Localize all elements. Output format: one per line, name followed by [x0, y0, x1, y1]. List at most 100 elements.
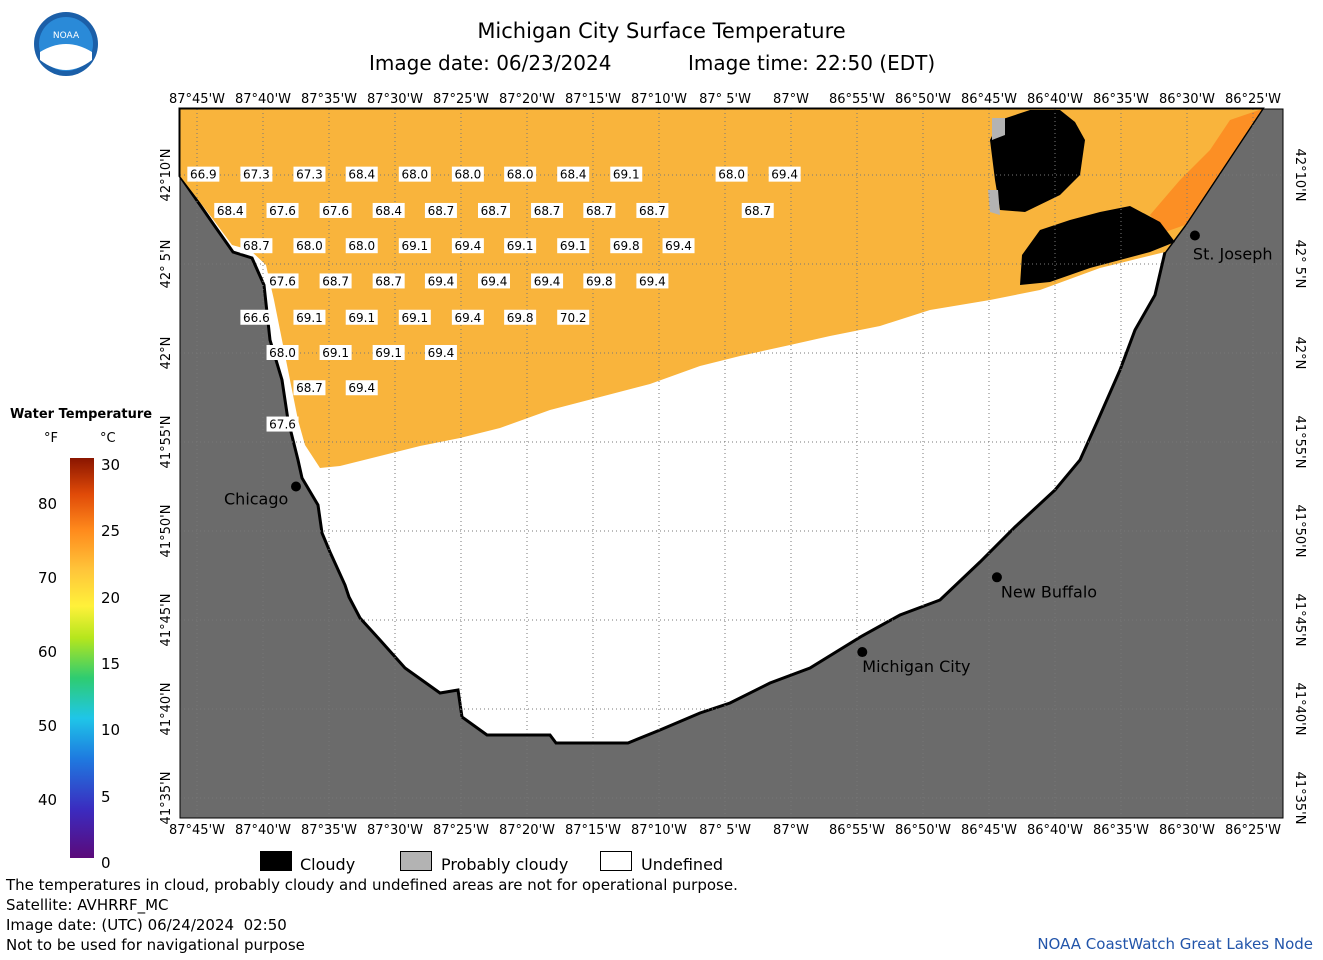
legend-title: Water Temperature: [10, 407, 153, 422]
temperature-label: 68.7: [583, 202, 616, 218]
latitude-label: 41°45'N: [1292, 594, 1307, 647]
longitude-label: 86°30'W: [1159, 823, 1215, 838]
temperature-label: 69.4: [531, 273, 564, 289]
footer-satellite: Satellite: AVHRRF_MC: [6, 896, 169, 914]
temperature-labels: 66.9 67.3 67.3 68.4 68.0 68.0 68.0 68.4 69.1 68.0…: [187, 166, 801, 432]
longitude-label: 87°15'W: [565, 92, 621, 107]
city-label: Chicago: [224, 490, 288, 509]
temperature-label: 68.0: [451, 166, 484, 182]
latitude-label: 41°55'N: [1292, 416, 1307, 469]
undefined-swatch: [600, 851, 632, 871]
footer-disclaimer: The temperatures in cloud, probably clou…: [6, 876, 738, 894]
longitude-label: 87°20'W: [499, 823, 555, 838]
temperature-label: 69.4: [636, 273, 669, 289]
svg-text:68.7: 68.7: [375, 274, 402, 288]
fahrenheit-tick: 80: [38, 495, 58, 513]
svg-text:68.4: 68.4: [375, 204, 402, 218]
longitude-label: 87°W: [773, 92, 809, 107]
temperature-label: 68.7: [424, 202, 457, 218]
cloud-area-east: [1020, 206, 1175, 285]
temperature-label: 69.4: [451, 238, 484, 254]
temperature-label: 68.7: [319, 273, 352, 289]
celsius-tick: 25: [101, 522, 121, 541]
temperature-label: 68.4: [345, 166, 378, 182]
longitude-label: 87° 5'W: [699, 92, 751, 107]
temperature-label: 66.9: [187, 166, 220, 182]
temperature-label: 68.4: [557, 166, 590, 182]
svg-text:68.7: 68.7: [243, 239, 270, 253]
temperature-label: 67.6: [319, 202, 352, 218]
svg-text:67.6: 67.6: [269, 204, 296, 218]
svg-text:68.0: 68.0: [269, 346, 296, 360]
latitude-label: 41°40'N: [159, 683, 174, 736]
temperature-label: 69.1: [293, 309, 326, 325]
svg-text:69.1: 69.1: [401, 239, 428, 253]
temperature-label: 68.4: [214, 202, 247, 218]
probably-cloudy-swatch: [400, 851, 432, 871]
temperature-label: 68.7: [478, 202, 510, 218]
svg-text:69.8: 69.8: [507, 311, 534, 325]
city-label: St. Joseph: [1193, 245, 1273, 264]
longitude-label: 86°55'W: [829, 823, 885, 838]
svg-text:69.4: 69.4: [534, 274, 561, 288]
svg-text:68.7: 68.7: [534, 204, 561, 218]
footer-utc-date: Image date: (UTC) 06/24/2024 02:50: [6, 916, 287, 934]
temperature-label: 67.6: [266, 202, 299, 218]
svg-text:69.4: 69.4: [428, 274, 455, 288]
svg-text:68.7: 68.7: [639, 204, 666, 218]
svg-text:68.4: 68.4: [348, 168, 375, 182]
longitude-label: 86°25'W: [1225, 823, 1281, 838]
temperature-label: 67.3: [293, 166, 326, 182]
latitude-labels-right: 42°10'N 42° 5'N 42°N 41°55'N 41°50'N 41°45'N 4…: [1292, 149, 1307, 825]
svg-text:67.6: 67.6: [322, 204, 349, 218]
temperature-label: 67.6: [266, 416, 299, 432]
temperature-label: 68.0: [293, 238, 326, 254]
latitude-label: 42° 5'N: [1292, 240, 1307, 289]
svg-text:66.9: 66.9: [190, 168, 217, 182]
svg-text:69.4: 69.4: [455, 311, 482, 325]
svg-text:69.1: 69.1: [401, 311, 428, 325]
longitude-label: 87°45'W: [169, 823, 225, 838]
city-new-buffalo: New Buffalo: [991, 572, 1097, 601]
longitude-label: 87°25'W: [433, 92, 489, 107]
svg-text:68.7: 68.7: [296, 381, 323, 395]
temperature-label: 68.7: [531, 202, 564, 218]
svg-text:68.0: 68.0: [296, 239, 323, 253]
svg-text:68.0: 68.0: [455, 168, 482, 182]
map-frame: [179, 108, 1284, 819]
svg-text:68.4: 68.4: [217, 204, 244, 218]
svg-text:69.4: 69.4: [428, 346, 455, 360]
temperature-label: 69.1: [504, 238, 537, 254]
color-bar: [70, 458, 94, 858]
temperature-label: 69.4: [451, 309, 484, 325]
celsius-tick: 0: [101, 853, 111, 872]
longitude-label: 86°45'W: [961, 823, 1017, 838]
undefined-label: Undefined: [641, 855, 724, 874]
temperature-label: 68.7: [636, 202, 669, 218]
temperature-label: 68.7: [741, 202, 774, 218]
longitude-label: 87°35'W: [301, 92, 357, 107]
celsius-tick: 30: [101, 456, 121, 474]
image-date: Image date: 06/23/2024: [369, 51, 612, 75]
svg-text:69.1: 69.1: [322, 346, 349, 360]
city-label: Michigan City: [862, 657, 970, 676]
longitude-label: 87°W: [773, 823, 809, 838]
longitude-label: 86°50'W: [895, 92, 951, 107]
fahrenheit-tick: 50: [38, 717, 58, 735]
longitude-label: 86°30'W: [1159, 92, 1215, 107]
temperature-label: 69.1: [319, 345, 352, 360]
svg-text:69.1: 69.1: [613, 168, 640, 182]
latitude-label: 41°35'N: [159, 772, 174, 825]
svg-text:66.6: 66.6: [243, 311, 270, 325]
latitude-label: 42°10'N: [1292, 149, 1307, 202]
noaa-logo-text: NOAA: [53, 31, 80, 41]
latitude-label: 41°50'N: [1292, 505, 1307, 558]
celsius-tick: 5: [101, 787, 111, 806]
temperature-label: 68.7: [293, 380, 326, 396]
svg-text:68.7: 68.7: [428, 204, 455, 218]
temperature-label: 69.1: [398, 238, 431, 254]
svg-text:67.6: 67.6: [269, 274, 296, 288]
svg-text:68.7: 68.7: [322, 274, 349, 288]
longitude-labels-bottom: 87°45'W 87°40'W 87°35'W 87°30'W 87°25'W 87°20…: [169, 823, 1281, 838]
longitude-label: 87°40'W: [235, 823, 291, 838]
